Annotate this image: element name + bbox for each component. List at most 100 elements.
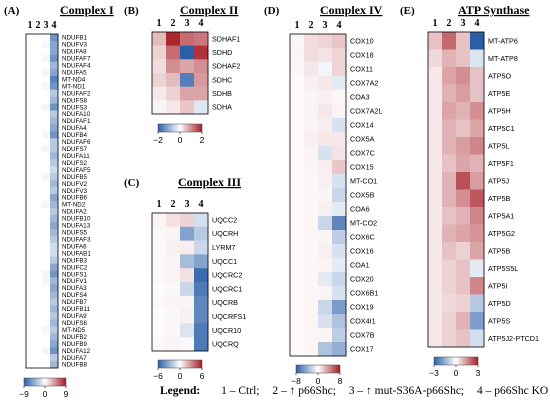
heatmap-cell [152, 59, 167, 74]
heatmap-cell [456, 312, 471, 330]
heatmap-cell [34, 270, 43, 278]
heatmap-cell [180, 323, 195, 338]
heatmap-cell [332, 272, 347, 287]
heatmap-cell [26, 124, 35, 132]
heatmap-cell [42, 312, 51, 320]
row-label: COX18 [350, 51, 374, 60]
row-label: ATP5B [488, 246, 510, 255]
row-label: ATP5S [488, 316, 510, 325]
heatmap-cell [26, 263, 35, 271]
row-label: UQCRFS1 [212, 312, 246, 321]
row-label: NDUFA8 [62, 49, 87, 56]
column-label: 2 [36, 20, 41, 31]
heatmap-cell [194, 86, 209, 101]
heatmap-cell [26, 34, 35, 42]
heatmap-cell [180, 59, 195, 74]
row-label: ATP5G2 [488, 229, 515, 238]
heatmap-cell [34, 110, 43, 118]
heatmap-cell [26, 61, 35, 70]
heatmap-cell [442, 189, 457, 208]
heatmap-cell [318, 76, 333, 91]
heatmap-cell [42, 333, 51, 341]
colorbar-tick-label: 0 [178, 135, 183, 145]
heatmap-cell [26, 214, 35, 223]
panel-title: Complex III [178, 175, 241, 189]
row-label: NDUFA4 [62, 125, 87, 132]
heatmap-cell [194, 268, 209, 283]
heatmap-cell [428, 224, 443, 243]
heatmap-cell [470, 259, 485, 278]
row-label: MT-ND1 [62, 83, 86, 90]
heatmap-cell [34, 242, 43, 251]
heatmap-cell [34, 187, 43, 195]
heatmap-cell [42, 89, 51, 97]
row-label: NDUFA9 [62, 313, 87, 320]
heatmap-cell [428, 67, 443, 85]
heatmap-cell [442, 224, 457, 243]
heatmap-cell [42, 228, 51, 237]
heatmap-cell [50, 347, 59, 355]
column-label: 1 [157, 18, 162, 29]
heatmap-cell [50, 82, 59, 90]
colorbar-tick-label: −2 [153, 135, 163, 145]
heatmap-cell [166, 337, 181, 352]
heatmap-cell [456, 32, 471, 50]
heatmap-cell [332, 34, 347, 49]
row-label: NDUFS4 [62, 292, 88, 299]
heatmap-cell [42, 117, 51, 125]
heatmap-cell [470, 329, 485, 348]
row-label: NDUFA13 [62, 223, 91, 230]
heatmap-cell [34, 68, 43, 77]
heatmap-cell [290, 328, 305, 343]
heatmap-cell [26, 361, 35, 369]
heatmap-cell [50, 180, 59, 188]
colorbar-tick-label: −3 [429, 368, 439, 378]
heatmap-cell [50, 124, 59, 132]
colorbar-tick-label: 8 [338, 376, 343, 386]
heatmap-cell [26, 180, 35, 188]
heatmap-cell [456, 84, 471, 103]
heatmap-cell [304, 188, 319, 203]
heatmap-cell [42, 305, 51, 313]
heatmap-cell [428, 154, 443, 173]
heatmap-cell [318, 118, 333, 133]
heatmap-cell [442, 277, 457, 295]
row-label: SDHB [212, 89, 232, 98]
row-label: NDUFAB1 [62, 250, 91, 257]
heatmap-cell [50, 256, 59, 264]
heatmap-cell [290, 146, 305, 161]
row-label: UQCC2 [212, 215, 237, 224]
heatmap-cell [50, 277, 59, 285]
heatmap-border [25, 33, 59, 369]
heatmap-cell [290, 244, 305, 259]
row-label: NDUFB10 [62, 216, 91, 223]
column-label: 2 [171, 18, 176, 29]
heatmap-cell [34, 340, 43, 348]
heatmap-cell [34, 82, 43, 90]
row-label: COX7A2L [350, 107, 382, 116]
row-label: UQCC1 [212, 257, 237, 266]
heatmap-cell [304, 76, 319, 91]
heatmap-cell [428, 189, 443, 208]
row-label: COX7B [350, 331, 375, 340]
colorbar-tick-label: 6 [200, 371, 205, 381]
column-label: 4 [199, 18, 204, 29]
heatmap-cell [42, 180, 51, 188]
heatmap-cell [428, 119, 443, 138]
row-label: ATP5S5L [488, 264, 518, 273]
heatmap-cell [428, 242, 443, 260]
heatmap-cell [50, 145, 59, 153]
heatmap-cell [194, 213, 209, 228]
heatmap-cell [194, 226, 209, 241]
heatmap-cell [290, 300, 305, 315]
heatmap-cell [166, 254, 181, 269]
heatmap-cell [290, 76, 305, 91]
heatmap-cell [26, 194, 35, 202]
heatmap-cell [442, 137, 457, 155]
heatmap-cell [50, 138, 59, 146]
heatmap-border [289, 33, 347, 357]
heatmap-cell [304, 314, 319, 329]
heatmap-cell [26, 187, 35, 195]
heatmap-cell [442, 119, 457, 138]
legend-item-3: 3 – ↑ mut-S36A-p66Shc; [348, 385, 465, 397]
